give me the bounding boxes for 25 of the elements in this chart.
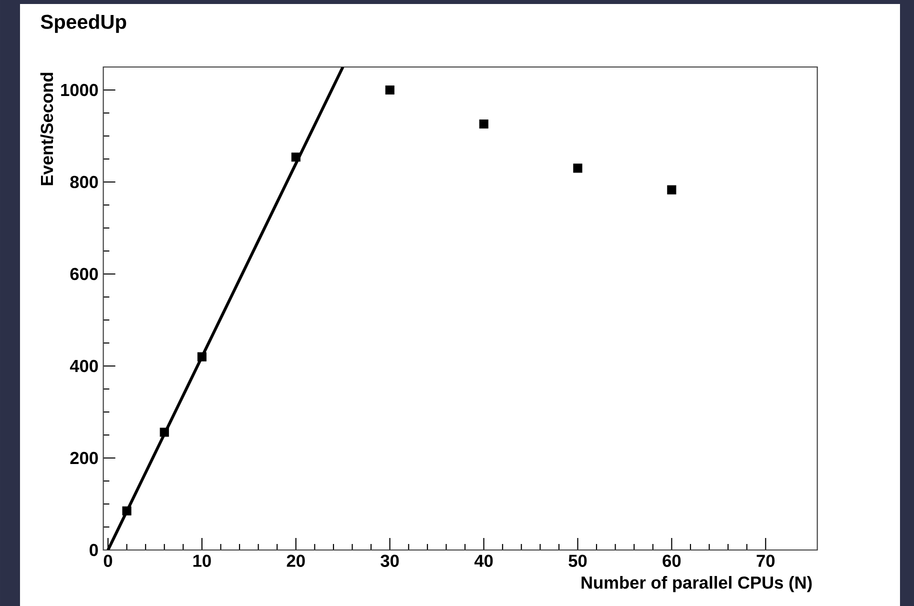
point (122, 506, 132, 516)
y-tick-label: 600 (70, 268, 98, 280)
x-tick-label: 60 (662, 554, 681, 567)
y-axis-title: Event/Second (40, 72, 54, 186)
x-tick-label: 40 (474, 554, 493, 567)
x-axis-title: Number of parallel CPUs (N) (582, 576, 812, 592)
point (667, 185, 676, 194)
x-tick-label: 0 (104, 554, 112, 567)
x-tick-label: 30 (380, 554, 399, 567)
x-tick-label: 50 (568, 554, 587, 567)
y-tick-label: 0 (90, 544, 98, 556)
y-tick-label: 400 (70, 360, 98, 372)
x-tick-label: 10 (193, 554, 211, 567)
x-tick-label: 70 (756, 554, 775, 567)
y-tick-label: 800 (70, 176, 98, 188)
point (197, 352, 206, 362)
y-tick-label: 200 (70, 452, 98, 464)
point (291, 152, 300, 162)
point (573, 164, 582, 173)
y-tick-label: 1000 (61, 84, 98, 96)
chart-title: SpeedUp (40, 14, 126, 33)
point (385, 85, 394, 95)
point (160, 428, 169, 437)
point (479, 119, 488, 129)
x-tick-label: 20 (286, 554, 305, 567)
